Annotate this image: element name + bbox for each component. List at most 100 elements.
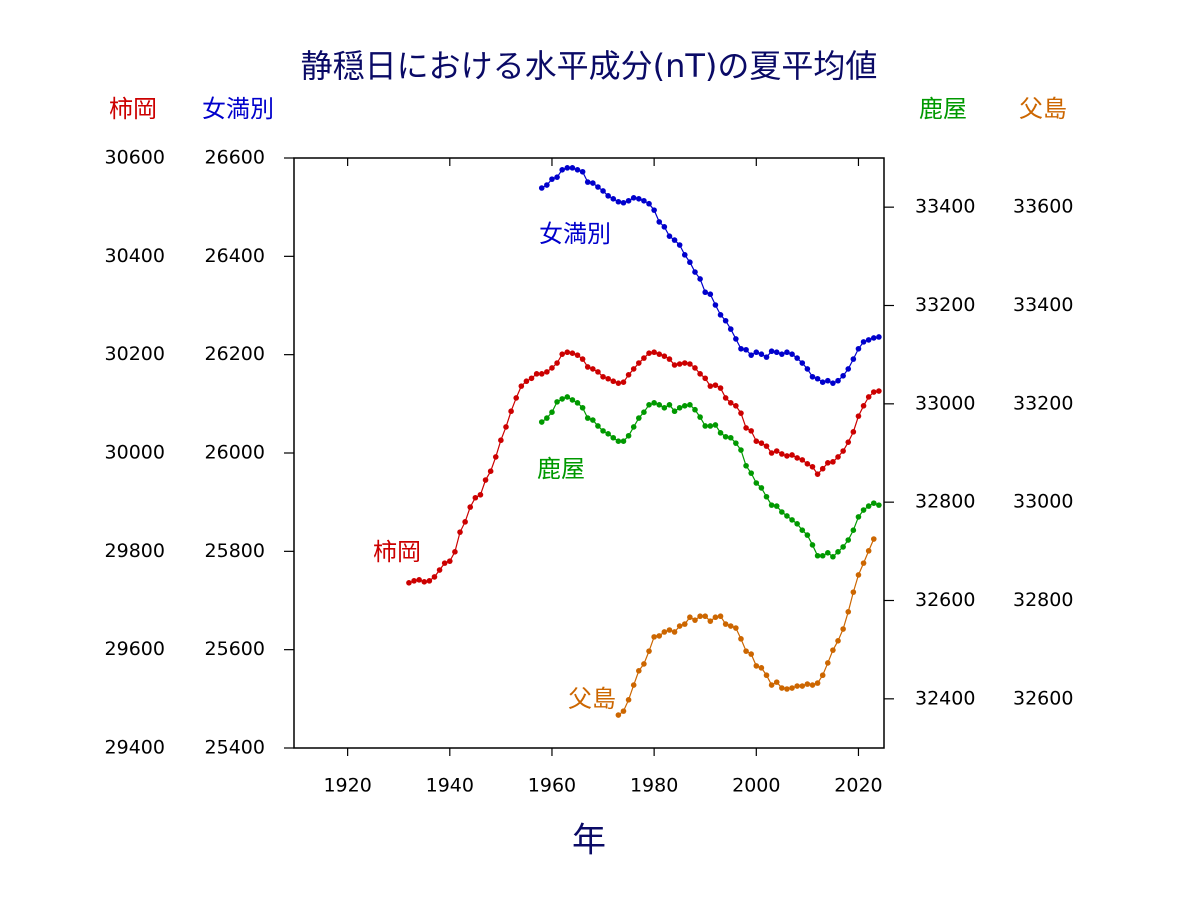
- data-point: [768, 502, 775, 508]
- data-point: [753, 349, 760, 356]
- data-point: [799, 527, 806, 533]
- data-point: [590, 180, 596, 186]
- data-point: [595, 184, 601, 190]
- data-point: [559, 396, 565, 402]
- data-point: [850, 356, 857, 362]
- series-label: 女満別: [539, 220, 611, 248]
- data-point: [784, 349, 790, 356]
- data-point: [743, 648, 749, 654]
- data-point: [656, 402, 663, 408]
- data-point: [590, 417, 596, 423]
- data-point: [492, 454, 499, 460]
- data-point: [794, 355, 800, 361]
- data-point: [804, 461, 811, 467]
- data-point: [860, 339, 867, 345]
- x-tick-label: 1940: [426, 775, 474, 797]
- data-point: [498, 437, 504, 444]
- data-point: [538, 371, 545, 377]
- data-point: [748, 651, 754, 657]
- data-point: [477, 491, 484, 498]
- data-point: [692, 269, 698, 275]
- data-point: [789, 452, 795, 458]
- data-point: [768, 450, 775, 456]
- data-point: [855, 572, 862, 578]
- data-point: [544, 415, 550, 421]
- data-point: [773, 503, 780, 509]
- data-point: [666, 233, 673, 239]
- data-point: [564, 394, 571, 400]
- data-point: [646, 402, 652, 408]
- data-point: [503, 424, 509, 430]
- data-point: [692, 617, 698, 623]
- data-point: [773, 448, 780, 454]
- y-tick-label: 32800: [915, 491, 975, 513]
- data-point: [722, 395, 729, 401]
- data-point: [651, 400, 657, 406]
- data-point: [661, 404, 668, 411]
- data-point: [835, 549, 841, 555]
- data-point: [544, 369, 550, 375]
- data-point: [646, 200, 652, 207]
- data-point: [799, 457, 806, 463]
- data-point: [681, 403, 688, 409]
- data-point: [722, 621, 729, 627]
- data-point: [850, 589, 857, 595]
- data-point: [738, 345, 744, 352]
- data-point: [707, 618, 714, 624]
- data-point: [462, 519, 468, 525]
- data-point: [825, 460, 831, 466]
- data-point: [697, 371, 703, 377]
- data-point: [794, 521, 800, 527]
- data-point: [564, 165, 571, 171]
- data-point: [671, 408, 678, 415]
- data-point: [779, 351, 785, 357]
- data-point: [671, 629, 678, 635]
- data-point: [574, 352, 581, 358]
- data-point: [579, 168, 586, 175]
- data-point: [595, 369, 601, 375]
- data-point: [636, 415, 642, 421]
- data-point: [809, 542, 816, 548]
- data-point: [600, 188, 606, 194]
- data-point: [748, 428, 754, 434]
- data-point: [426, 578, 433, 584]
- data-point: [625, 432, 632, 439]
- data-point: [865, 503, 872, 509]
- data-point: [666, 356, 673, 362]
- y-tick-label: 30400: [105, 245, 165, 267]
- data-point: [625, 697, 632, 703]
- y-tick-label: 25400: [205, 737, 265, 759]
- data-point: [840, 373, 846, 379]
- series-line: [408, 351, 880, 584]
- data-point: [722, 317, 729, 324]
- y-tick-label: 32600: [915, 589, 975, 611]
- data-point: [630, 682, 637, 688]
- data-point: [717, 312, 724, 318]
- data-point: [620, 199, 627, 206]
- data-point: [743, 462, 749, 469]
- data-point: [727, 623, 734, 629]
- data-point: [666, 627, 673, 633]
- data-point: [784, 686, 790, 692]
- data-point: [661, 224, 668, 230]
- data-point: [671, 362, 678, 368]
- data-point: [763, 493, 770, 500]
- data-point: [620, 708, 627, 714]
- data-point: [656, 351, 663, 357]
- data-point: [687, 259, 693, 266]
- data-point: [661, 629, 668, 635]
- chart-title: 静穏日における水平成分(nT)の夏平均値: [301, 47, 878, 85]
- data-point: [676, 242, 683, 248]
- data-point: [651, 207, 657, 213]
- data-point: [605, 375, 611, 382]
- data-point: [702, 613, 709, 620]
- data-point: [758, 440, 765, 446]
- data-point: [636, 668, 642, 674]
- series-label: 父島: [568, 685, 616, 713]
- data-point: [789, 517, 795, 523]
- x-tick-label: 1980: [630, 775, 678, 797]
- data-point: [605, 193, 611, 199]
- data-point: [773, 349, 780, 356]
- data-point: [855, 413, 862, 419]
- data-point: [615, 712, 622, 718]
